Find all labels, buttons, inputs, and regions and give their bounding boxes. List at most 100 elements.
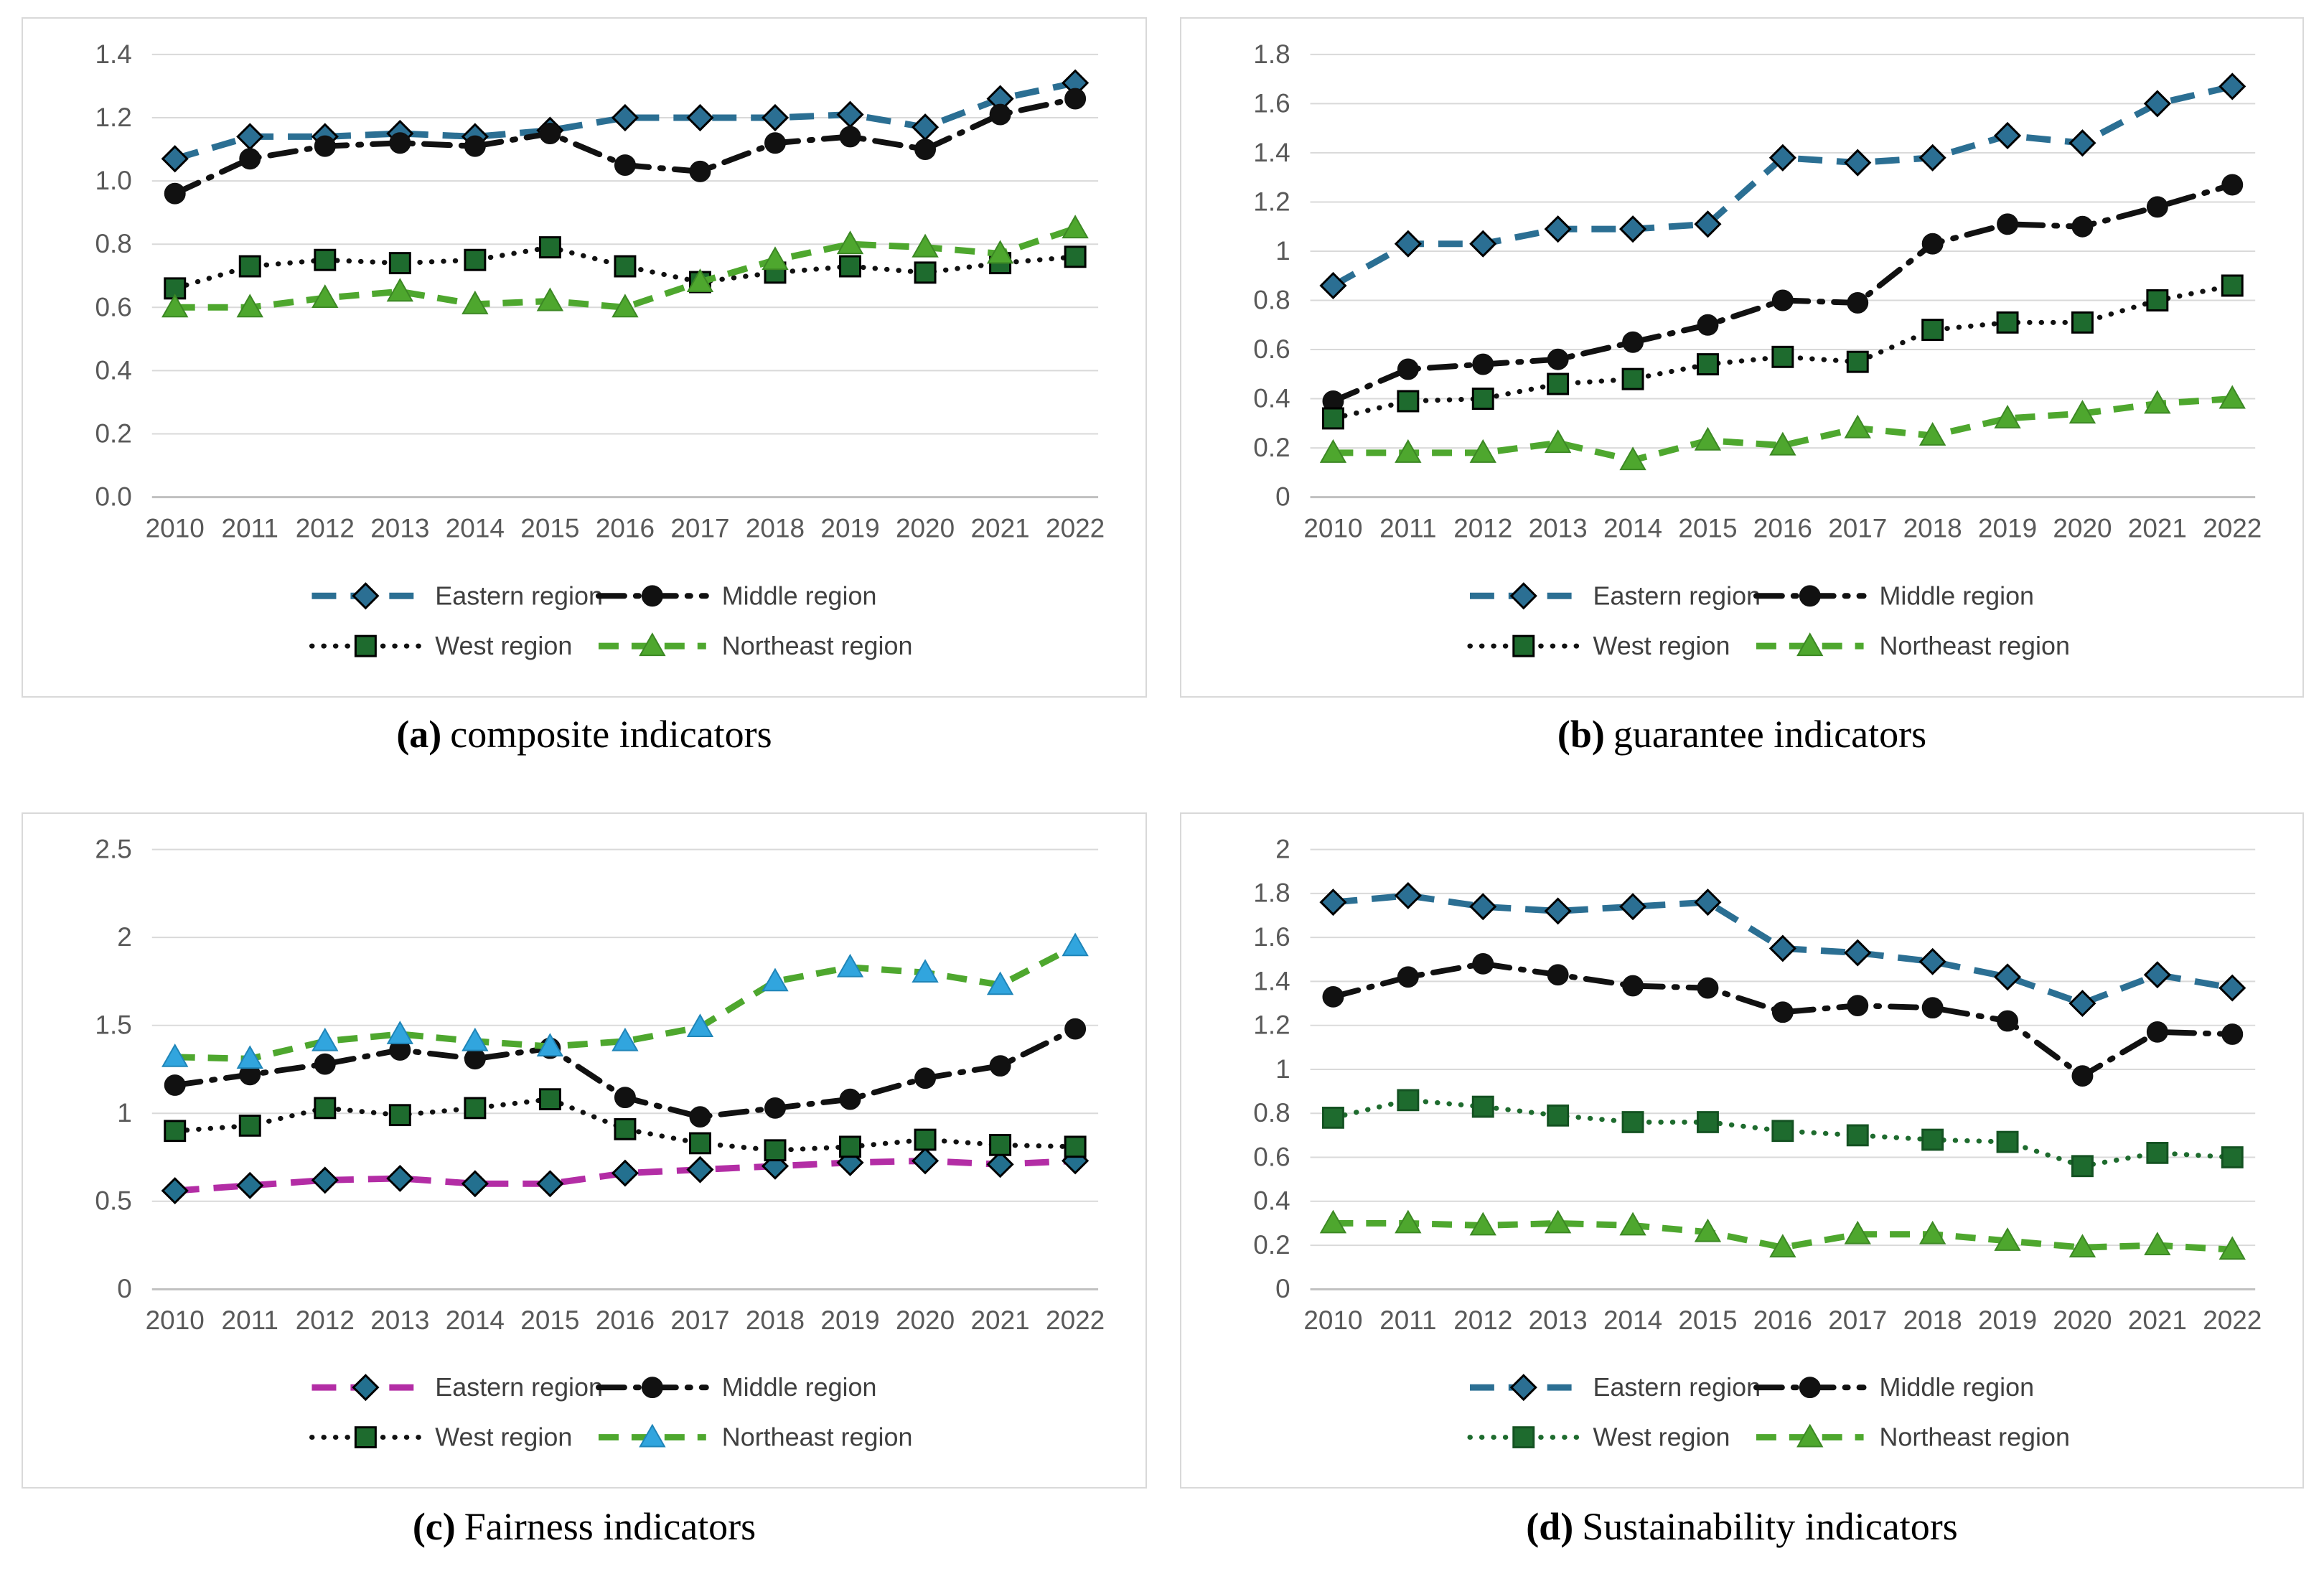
x-tick-label: 2010: [1303, 1306, 1362, 1335]
y-tick-label: 1.6: [1253, 922, 1290, 952]
caption-c-label: (c): [412, 1505, 456, 1548]
x-tick-label: 2019: [1978, 513, 2037, 543]
y-tick-label: 0.4: [1253, 384, 1290, 413]
x-axis-tick-labels: 2010 2011 2012 2013 2014 2015 2016 2017 2018 2019…: [1303, 1306, 2262, 1335]
x-tick-label: 2015: [1678, 1306, 1737, 1335]
y-tick-label: 0.6: [95, 292, 131, 322]
y-tick-label: 2: [117, 922, 132, 952]
legend-label: West region: [435, 1423, 572, 1452]
x-tick-label: 2014: [1603, 1306, 1662, 1335]
markers-eastern-region: [1319, 881, 2246, 1018]
chart-panel-fairness: 0 0.5 1 1.5 2 2.5 2010 2011 2012 2013 2014 2015 2016…: [22, 812, 1147, 1489]
y-tick-label: 1: [117, 1098, 132, 1128]
markers-west-region: [164, 1088, 1087, 1162]
x-tick-label: 2022: [1046, 1306, 1105, 1335]
x-tick-label: 2014: [1603, 513, 1662, 543]
x-tick-label: 2010: [146, 513, 205, 543]
y-tick-label: 0.4: [95, 355, 131, 385]
x-tick-label: 2017: [1828, 513, 1887, 543]
series-middle-region: [164, 88, 1087, 205]
series-west-region: [1321, 1089, 2244, 1178]
x-tick-label: 2019: [820, 1306, 879, 1335]
x-tick-label: 2012: [296, 513, 355, 543]
y-tick-label: 0: [1275, 482, 1290, 512]
x-tick-label: 2017: [1828, 1306, 1887, 1335]
x-tick-label: 2018: [1903, 513, 1962, 543]
legend-label: Middle region: [1880, 581, 2035, 610]
legend-item-west-region: West region: [1467, 631, 1730, 660]
legend-label: West region: [1593, 631, 1730, 660]
legend-item-west-region: West region: [309, 1423, 572, 1452]
y-axis-tick-labels: 0 0.2 0.4 0.6 0.8 1 1.2 1.4 1.6 1.8 2: [1253, 835, 1290, 1304]
series-northeast-region: [161, 215, 1089, 318]
legend-label: Eastern region: [435, 1373, 603, 1402]
legend: Eastern region Middle region West region No…: [309, 1373, 913, 1452]
markers-northeast-region: [1319, 385, 2246, 471]
y-tick-label: 1.2: [1253, 1011, 1290, 1040]
markers-northeast-region: [1319, 1209, 2246, 1260]
x-tick-label: 2020: [2053, 1306, 2112, 1335]
y-tick-label: 1.0: [95, 166, 131, 195]
x-tick-label: 2020: [896, 513, 955, 543]
x-tick-label: 2020: [896, 1306, 955, 1335]
x-tick-label: 2022: [2203, 513, 2262, 543]
legend-item-west-region: West region: [1467, 1423, 1730, 1451]
x-tick-label: 2022: [2203, 1306, 2262, 1335]
caption-c-text: Fairness indicators: [464, 1505, 756, 1548]
y-tick-label: 1.4: [1253, 138, 1290, 167]
markers-eastern-region: [1319, 72, 2246, 300]
y-tick-label: 1.2: [95, 103, 131, 132]
x-tick-label: 2018: [746, 1306, 805, 1335]
y-tick-label: 0.8: [1253, 1098, 1290, 1128]
chart-panel-guarantee: 0 0.2 0.4 0.6 0.8 1 1.2 1.4 1.6 1.8 2010 2011 2012 20…: [1180, 17, 2304, 698]
legend-item-eastern-region: Eastern region: [311, 1373, 603, 1402]
caption-b: (b) guarantee indicators: [1180, 712, 2304, 756]
markers-northeast-region: [161, 932, 1089, 1069]
caption-a: (a) composite indicators: [22, 712, 1147, 756]
legend-item-eastern-region: Eastern region: [1469, 581, 1761, 610]
series-eastern-region: [1319, 881, 2246, 1018]
markers-eastern-region: [161, 1147, 1090, 1205]
x-tick-label: 2016: [1753, 513, 1812, 543]
markers-west-region: [1321, 1089, 2244, 1178]
y-tick-label: 2.5: [95, 835, 131, 864]
y-tick-label: 1.4: [1253, 966, 1290, 995]
series-west-region: [164, 236, 1087, 300]
y-axis-tick-labels: 0 0.5 1 1.5 2 2.5: [95, 835, 131, 1304]
caption-b-text: guarantee indicators: [1613, 713, 1927, 756]
gridlines: [151, 53, 1099, 499]
x-tick-label: 2021: [2128, 1306, 2187, 1335]
y-tick-label: 1.6: [1253, 88, 1290, 118]
series-northeast-region: [1319, 1209, 2246, 1260]
gridlines: [1310, 53, 2256, 499]
x-tick-label: 2016: [1753, 1306, 1812, 1335]
series-middle-region: [1322, 174, 2244, 412]
fairness-indicators-chart: 0 0.5 1 1.5 2 2.5 2010 2011 2012 2013 2014 2015 2016…: [95, 835, 1105, 1452]
y-tick-label: 0.0: [95, 482, 131, 512]
x-tick-label: 2016: [596, 1306, 655, 1335]
legend-item-eastern-region: Eastern region: [311, 581, 603, 610]
x-tick-label: 2021: [971, 513, 1030, 543]
caption-a-label: (a): [396, 713, 442, 756]
x-tick-label: 2013: [1529, 1306, 1588, 1335]
legend-label: West region: [435, 631, 572, 660]
x-tick-label: 2013: [1529, 513, 1588, 543]
legend-item-middle-region: Middle region: [1753, 1373, 2034, 1402]
legend-item-northeast-region: Northeast region: [598, 631, 912, 660]
x-tick-label: 2013: [370, 513, 429, 543]
x-tick-label: 2018: [746, 513, 805, 543]
caption-d-text: Sustainability indicators: [1582, 1505, 1958, 1548]
x-tick-label: 2020: [2053, 513, 2112, 543]
x-tick-label: 2013: [370, 1306, 429, 1335]
legend-item-eastern-region: Eastern region: [1469, 1373, 1761, 1402]
y-tick-label: 0.8: [1253, 285, 1290, 314]
y-tick-label: 0.2: [1253, 1230, 1290, 1260]
x-axis-tick-labels: 2010 2011 2012 2013 2014 2015 2016 2017 2018 2019…: [1303, 513, 2262, 543]
x-tick-label: 2011: [1379, 513, 1436, 543]
series-eastern-region: [1319, 72, 2246, 300]
y-axis-tick-labels: 0 0.2 0.4 0.6 0.8 1 1.2 1.4 1.6 1.8: [1253, 39, 1290, 512]
legend: Eastern region Middle region West region No…: [1467, 1373, 2070, 1451]
legend-label: Northeast region: [722, 1423, 913, 1452]
x-tick-label: 2018: [1903, 1306, 1962, 1335]
